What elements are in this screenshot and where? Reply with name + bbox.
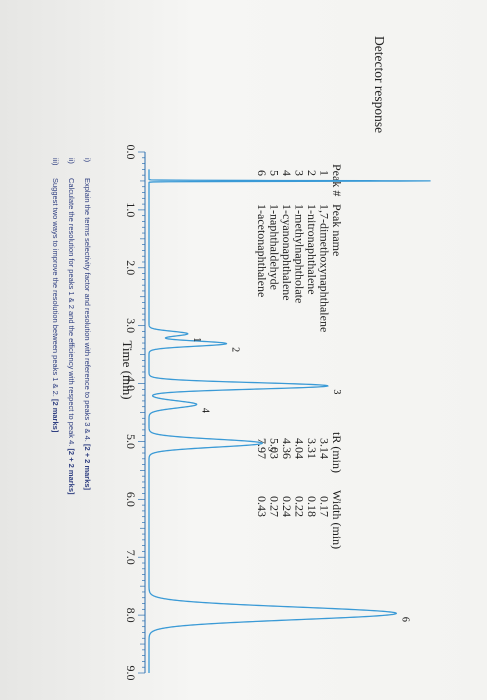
table-cell: 3.31 [305, 438, 319, 459]
table-cell: 1-cyanonaphthalene [280, 204, 294, 301]
x-tick-label: 2.0 [124, 260, 138, 275]
x-tick-label: 4.0 [124, 376, 138, 391]
x-axis-title: Time (min) [120, 340, 135, 399]
table-cell: 0.27 [268, 496, 282, 517]
table-cell: 1-acetonaphthalene [255, 204, 269, 297]
question-body: Suggest two ways to improve the resoluti… [51, 178, 60, 399]
x-tick-label: 0.0 [124, 145, 138, 160]
table-cell: 4.04 [293, 438, 307, 459]
table-cell: 0.22 [293, 496, 307, 517]
x-tick-label: 7.0 [124, 550, 138, 565]
table-cell: 1,7-dimethoxynaphthalene [318, 204, 332, 332]
table-cell: 5.03 [268, 438, 282, 459]
table-cell: 3 [293, 170, 307, 176]
question-number: iii) [51, 158, 60, 166]
peak-label-4: 4 [200, 408, 211, 413]
question-marks: [2 marks] [51, 399, 60, 433]
table-header-3: tR (min) [330, 432, 344, 473]
table-cell: 4 [280, 170, 294, 176]
table-header-2: Peak name [330, 204, 344, 256]
questions: i) Explain the terms selectivity factor a… [51, 158, 92, 495]
table-cell: 5 [268, 170, 282, 176]
question-body: Explain the terms selectivity factor and… [83, 178, 92, 444]
peak-label-2: 2 [229, 347, 240, 352]
chromatogram-trace [148, 169, 431, 673]
y-axis-title: Detector response [372, 36, 387, 133]
question-number: i) [83, 158, 92, 163]
question-text: Calculate the resolution for peaks 1 & 2… [67, 178, 76, 495]
question-number: ii) [67, 158, 76, 164]
table-cell: 1-nitronaphthalene [305, 204, 319, 295]
x-tick-label: 6.0 [124, 492, 138, 507]
table-cell: 0.17 [318, 496, 332, 517]
x-tick-label: 3.0 [124, 318, 138, 333]
peak-label-1: 1 [191, 337, 202, 342]
peak-label-5: 5 [265, 447, 276, 452]
question-text: Suggest two ways to improve the resoluti… [51, 178, 60, 433]
table-cell: 4.36 [280, 438, 294, 459]
question-text: Explain the terms selectivity factor and… [83, 178, 92, 491]
table-cell: 6 [255, 170, 269, 176]
table-cell: 0.24 [280, 496, 294, 517]
x-tick-label: 9.0 [124, 666, 138, 681]
question-body: Calculate the resolution for peaks 1 & 2… [67, 178, 76, 448]
x-tick-label: 5.0 [124, 434, 138, 449]
table-header-4: Width (min) [330, 490, 344, 549]
table-cell: 3.14 [318, 438, 332, 459]
table-cell: 0.18 [305, 496, 319, 517]
x-tick-label: 8.0 [124, 608, 138, 623]
table-cell: 2 [305, 170, 319, 176]
table-cell: 7.97 [255, 438, 269, 459]
peak-label-6: 6 [399, 617, 410, 622]
question-marks: [2 + 2 marks] [67, 448, 76, 495]
x-axis: 0.0 1.0 2.0 3.0 4.0 5.0 6.0 7.0 8.0 9.0 [124, 145, 146, 681]
table-cell: 1 [318, 170, 332, 176]
table-cell: 0.43 [255, 496, 269, 517]
question-marks: [2 + 2 marks] [83, 444, 92, 491]
x-tick-label: 1.0 [124, 202, 138, 217]
peak-labels: 1 2 3 4 5 6 [191, 337, 411, 622]
table-cell: 1-methylnaphtholate [293, 204, 307, 303]
peak-label-3: 3 [331, 389, 342, 394]
table-cell: 1-naphthaldehyde [268, 204, 282, 290]
